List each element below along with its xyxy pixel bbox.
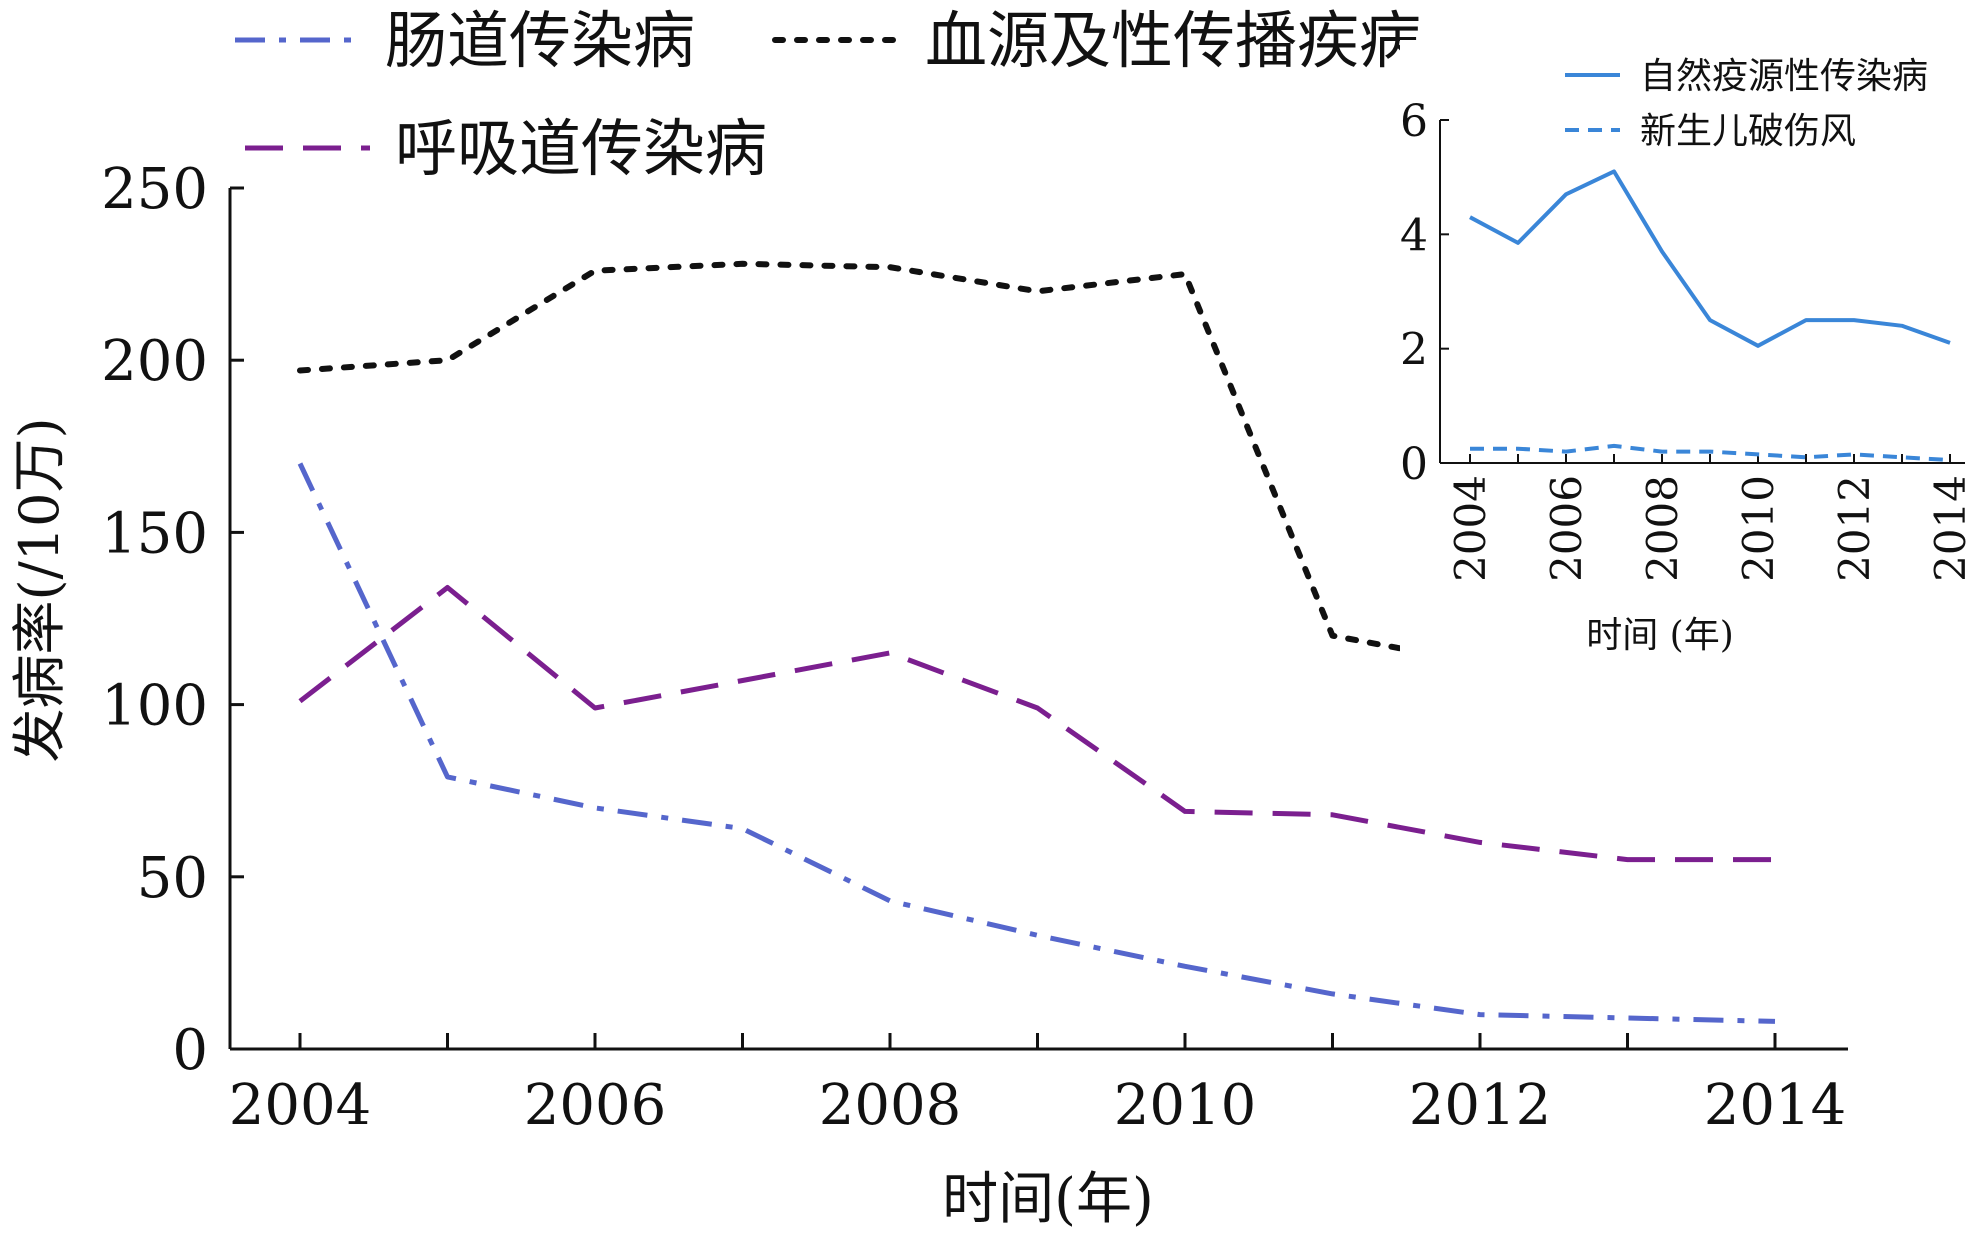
- main-x-tick-label: 2012: [1409, 1073, 1552, 1138]
- main-legend-label-2: 血源及性传播疾病: [925, 4, 1421, 77]
- main-y-tick-label: 250: [101, 157, 208, 222]
- inset-series: [1469, 169, 1951, 463]
- inset-legend-label-1: 自然疫源性传染病: [1640, 56, 1928, 97]
- main-y-tick-label: 100: [101, 674, 208, 739]
- inset-legend-label-2: 新生儿破伤风: [1640, 111, 1856, 152]
- inset-y-tick-label: 4: [1400, 210, 1428, 261]
- main-legend-label-1: 肠道传染病: [385, 4, 695, 77]
- inset-y-tick-label: 2: [1400, 325, 1428, 376]
- inset-series-line-1: [1469, 169, 1951, 348]
- inset-x-tick-label: 2006: [1542, 475, 1591, 582]
- inset-background: [1400, 40, 1980, 700]
- inset-axes: 0 2 4 6 2004 2006 2008 2010 2012 2014: [1400, 96, 1975, 582]
- main-y-tick-label: 150: [101, 501, 208, 566]
- main-x-tick-label: 2008: [819, 1073, 962, 1138]
- inset-series-line-2: [1470, 443, 1951, 463]
- main-series-line-3: [298, 585, 1775, 863]
- main-y-tick-label: 200: [101, 329, 208, 394]
- main-x-axis-label: 时间(年): [942, 1167, 1154, 1232]
- inset-y-tick-label: 0: [1400, 439, 1428, 490]
- inset-x-tick-label: 2012: [1830, 475, 1879, 582]
- main-legend-label-3: 呼吸道传染病: [395, 112, 767, 185]
- main-x-tick-label: 2004: [229, 1073, 372, 1138]
- main-x-tick-label: 2014: [1704, 1073, 1847, 1138]
- inset-x-tick-label: 2010: [1734, 475, 1783, 582]
- inset-x-tick-label: 2004: [1446, 475, 1495, 582]
- inset-x-tick-label: 2014: [1926, 475, 1975, 582]
- inset-y-tick-label: 6: [1400, 96, 1428, 147]
- main-y-tick-label: 50: [137, 846, 208, 911]
- inset-x-tick-label: 2008: [1638, 475, 1687, 582]
- main-y-tick-label: 0: [172, 1018, 208, 1083]
- main-axes: 0 50 100 150 200 250 2004 2006 2008 2010 2012 2014: [101, 157, 1848, 1138]
- inset-x-axis-label: 时间 (年): [1586, 615, 1734, 656]
- main-x-tick-label: 2010: [1114, 1073, 1257, 1138]
- main-y-axis-label: 发病率(/10万): [8, 417, 71, 762]
- main-x-tick-label: 2006: [524, 1073, 667, 1138]
